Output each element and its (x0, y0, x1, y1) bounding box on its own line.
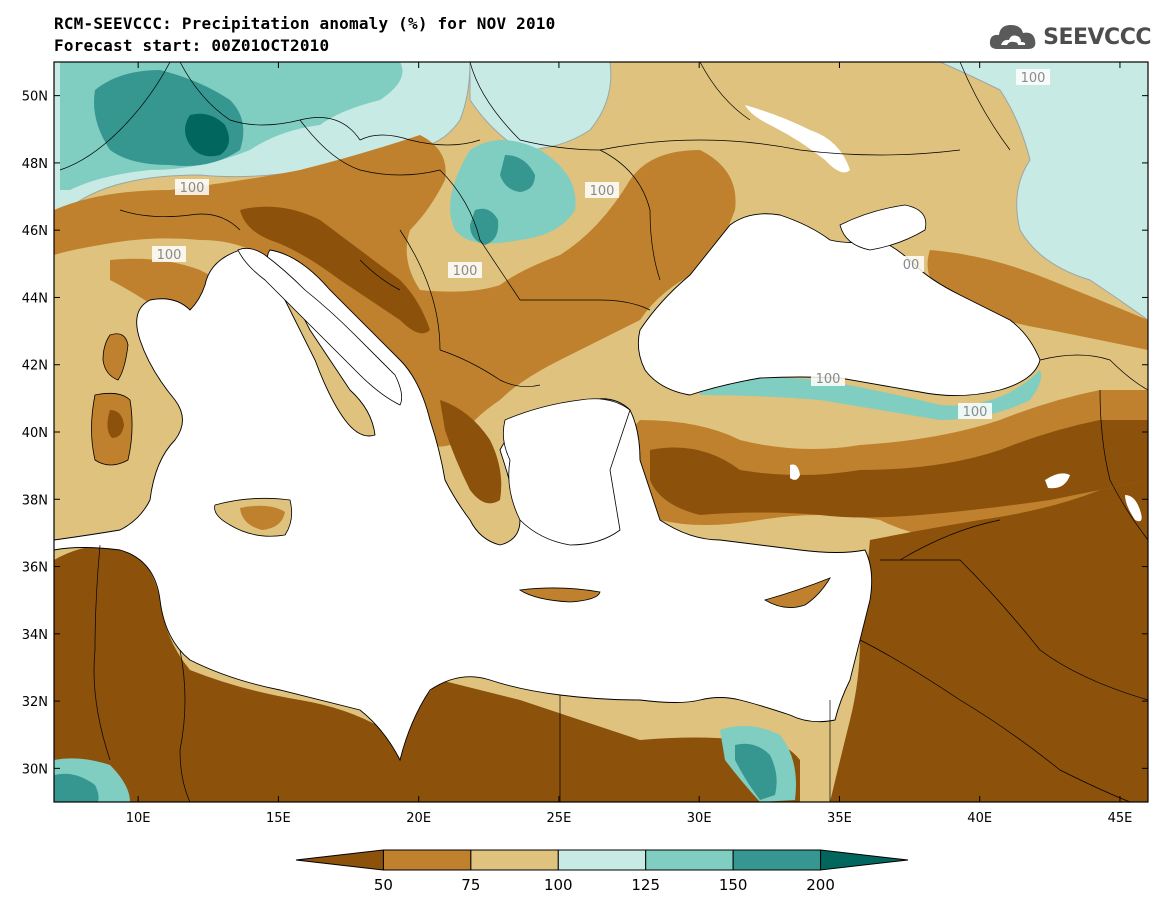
anomaly-region-balkans-driest (240, 206, 430, 334)
contour-label: 100 (1021, 71, 1046, 86)
anomaly-region-transylvania-core (470, 208, 499, 245)
crete-island (518, 587, 601, 603)
anomaly-region-turkey-driest (650, 420, 1148, 518)
contour-label: 100 (157, 248, 182, 263)
latitude-axis: 50N 48N 46N 44N 42N 40N 38N 36N 34N 32N 30N (22, 90, 1148, 777)
colorbar-label: 75 (461, 876, 480, 894)
contour-label: 100 (590, 184, 615, 199)
longitude-axis: 10E 15E 20E 25E 30E 35E 40E 45E (126, 62, 1133, 826)
colorbar-label: 50 (374, 876, 393, 894)
anomaly-region-carpathian-core (500, 155, 535, 192)
lat-tick-label: 40N (22, 426, 48, 441)
colorbar-label: 125 (631, 876, 660, 894)
lat-tick-label: 48N (22, 157, 48, 172)
logo-text: SEEVCCC (1043, 24, 1151, 50)
anomaly-region-greece-driest (440, 400, 502, 504)
lat-tick-label: 34N (22, 628, 48, 643)
cloud-icon (990, 25, 1036, 49)
missing-data-central-turkey (790, 464, 800, 480)
adriatic-sea (237, 247, 403, 406)
black-sea (637, 213, 1041, 396)
contour-label: 100 (180, 181, 205, 196)
missing-data-ukraine (745, 105, 850, 173)
missing-data-east-turkey (1045, 473, 1070, 489)
lon-tick-label: 20E (406, 811, 431, 826)
forecast-start: Forecast start: 00Z01OCT2010 (54, 36, 330, 55)
lon-tick-label: 15E (266, 811, 291, 826)
sea-of-azov (839, 204, 927, 251)
colorbar-label: 200 (806, 876, 835, 894)
lat-tick-label: 50N (22, 90, 48, 105)
lat-tick-label: 38N (22, 493, 48, 508)
lon-tick-label: 30E (687, 811, 712, 826)
map-title: RCM-SEEVCCC: Precipitation anomaly (%) f… (54, 14, 556, 33)
colorbar-segment (382, 849, 472, 871)
contour-label: 00 (903, 258, 920, 273)
lat-tick-label: 30N (22, 762, 48, 777)
anomaly-region-atlas-core (54, 773, 99, 802)
anomaly-region-middle-east-driest (830, 480, 1148, 802)
anomaly-region-nile-core (735, 743, 777, 800)
cyprus-island (764, 577, 831, 608)
lon-tick-label: 10E (126, 811, 151, 826)
colorbar-segment (470, 849, 559, 871)
contour-labels: 100 100 100 100 100 100 100 00 (152, 69, 1050, 420)
lon-tick-label: 25E (547, 811, 572, 826)
contour-label: 100 (453, 264, 478, 279)
colorbar-segment (295, 849, 384, 871)
sicily-core (240, 505, 285, 530)
colorbar-segment (820, 849, 909, 871)
lon-tick-label: 40E (967, 811, 992, 826)
lat-tick-label: 32N (22, 695, 48, 710)
anomaly-region-bohemia-core (185, 113, 229, 157)
colorbar-segment (732, 849, 822, 871)
aegean-sea (502, 398, 631, 546)
sardinia-core (107, 410, 124, 438)
lat-tick-label: 42N (22, 359, 48, 374)
seevccc-logo: SEEVCCC (987, 20, 1151, 54)
contour-label: 100 (816, 372, 841, 387)
lat-tick-label: 46N (22, 224, 48, 239)
lat-tick-label: 36N (22, 561, 48, 576)
anomaly-region-north-africa-driest (54, 545, 800, 802)
lat-tick-label: 44N (22, 291, 48, 306)
colorbar: 50 75 100 125 150 200 (295, 849, 909, 894)
anomaly-region-ne-wet (939, 62, 1148, 321)
lon-tick-label: 35E (827, 811, 852, 826)
lon-tick-label: 45E (1108, 811, 1133, 826)
anomaly-region-ukraine-wet (469, 62, 612, 151)
colorbar-segment (557, 849, 647, 871)
contour-label: 100 (963, 405, 988, 420)
colorbar-label: 150 (719, 876, 748, 894)
anomaly-region-pontic-coast-wet (700, 370, 1042, 420)
colorbar-label: 100 (544, 876, 573, 894)
corsica-island (102, 333, 129, 381)
anomaly-region-caucasus-dry (927, 250, 1148, 350)
colorbar-segment (645, 849, 734, 871)
missing-data-iran (1125, 495, 1142, 522)
country-borders (59, 62, 1148, 802)
